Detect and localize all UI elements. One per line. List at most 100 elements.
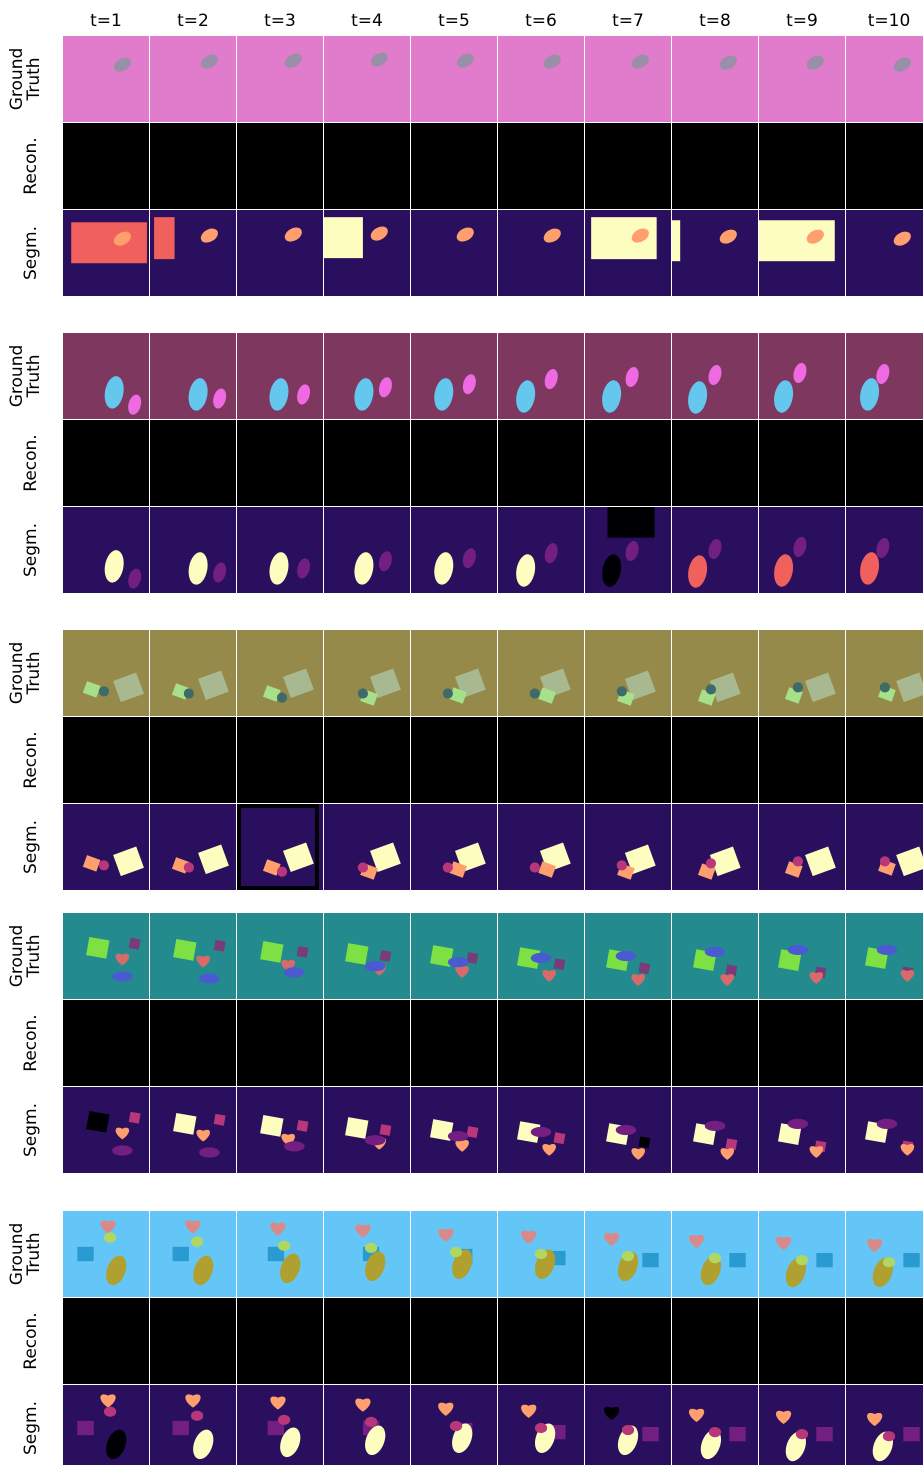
object-heart [100,1394,116,1408]
ground-truth-panel [63,1211,149,1297]
object-ellipse [280,1253,301,1284]
segmentation-panel [759,210,845,296]
ground-truth-panel [498,630,584,716]
object-ellipse [530,952,552,964]
object-ellipse [213,388,227,409]
object-ellipse [602,380,622,413]
ground-truth-panel [150,36,236,122]
segmentation-panel [498,507,584,593]
ground-truth-panel [498,333,584,419]
object-square [260,1115,284,1137]
reconstruction-panel [585,717,671,803]
ground-truth-panel [63,36,149,122]
segmentation-panel [237,804,323,890]
object-ellipse [354,552,374,585]
object-heart [720,974,735,986]
segmentation-panel [324,210,410,296]
row-label-seg: Segm. [21,1401,41,1455]
object-square [86,936,110,959]
segmentation-panel [585,507,671,593]
segmentation-panel [150,804,236,890]
reconstruction-panel [237,123,323,209]
object-square [82,681,101,698]
object-ellipse [876,363,890,384]
object-ellipse [625,367,639,388]
object-heart [688,1234,705,1248]
ground-truth-panel [324,36,410,122]
segmentation-panel [150,507,236,593]
segment-region [759,220,835,262]
object-ellipse [708,538,722,559]
ground-truth-panel [672,36,758,122]
row-label-text: Segm. [21,1401,41,1455]
object-ellipse [688,381,708,414]
object-heart [542,1144,556,1156]
object-ellipse [793,536,807,557]
object-square [553,958,566,971]
object-square [805,846,836,877]
object-ellipse [199,973,220,984]
object-ellipse [277,1414,291,1425]
segmentation-panel [846,1385,923,1465]
ground-truth-panel [237,1211,323,1297]
object-square [454,668,486,699]
segmentation-panel [759,507,845,593]
panel-background [672,630,758,716]
object-heart [867,1412,883,1427]
segmentation-panel [846,1087,923,1173]
object-ellipse [357,688,369,699]
object-ellipse [456,53,474,68]
object-ellipse [103,1406,117,1417]
object-ellipse [449,1246,463,1258]
object-ellipse [708,1426,722,1438]
object-square [345,1117,369,1139]
object-ellipse [860,552,880,585]
object-ellipse [276,866,288,877]
reconstruction-panel [411,123,497,209]
object-ellipse [365,1251,386,1282]
panel-background [411,630,497,716]
segmentation-panel [411,804,497,890]
segmentation-panel [672,804,758,890]
object-heart [521,1404,537,1418]
segmentation-panel [498,804,584,890]
object-square [896,846,923,877]
object-square [77,1246,94,1262]
ground-truth-panel [237,913,323,999]
object-square [113,846,144,877]
segmentation-panel [63,1087,149,1173]
segmentation-panel [237,210,323,296]
object-ellipse [284,1141,305,1152]
reconstruction-panel [411,717,497,803]
row-label-text: Segm. [21,820,41,874]
segment-region [154,217,175,260]
object-ellipse [792,682,804,693]
object-heart [604,1406,620,1420]
ground-truth-panel [846,630,923,716]
reconstruction-panel [237,717,323,803]
object-ellipse [354,378,374,411]
ground-truth-panel [324,630,410,716]
panel-background [672,804,758,890]
reconstruction-panel [63,420,149,506]
panel-background [759,804,845,890]
reconstruction-panel [237,1000,323,1086]
ground-truth-panel [672,913,758,999]
reconstruction-panel [672,1000,758,1086]
panel-background [672,210,758,296]
object-heart [355,1224,371,1238]
object-square [517,947,541,969]
object-ellipse [357,862,369,873]
column-label: t=5 [438,11,470,31]
reconstruction-panel [759,1298,845,1384]
object-square [283,842,314,873]
object-ellipse [98,686,110,697]
object-ellipse [442,688,453,699]
reconstruction-panel [498,1298,584,1384]
object-ellipse [621,1424,635,1436]
object-ellipse [879,856,891,867]
row-label-text: Truth [24,354,44,398]
object-ellipse [190,1410,204,1421]
